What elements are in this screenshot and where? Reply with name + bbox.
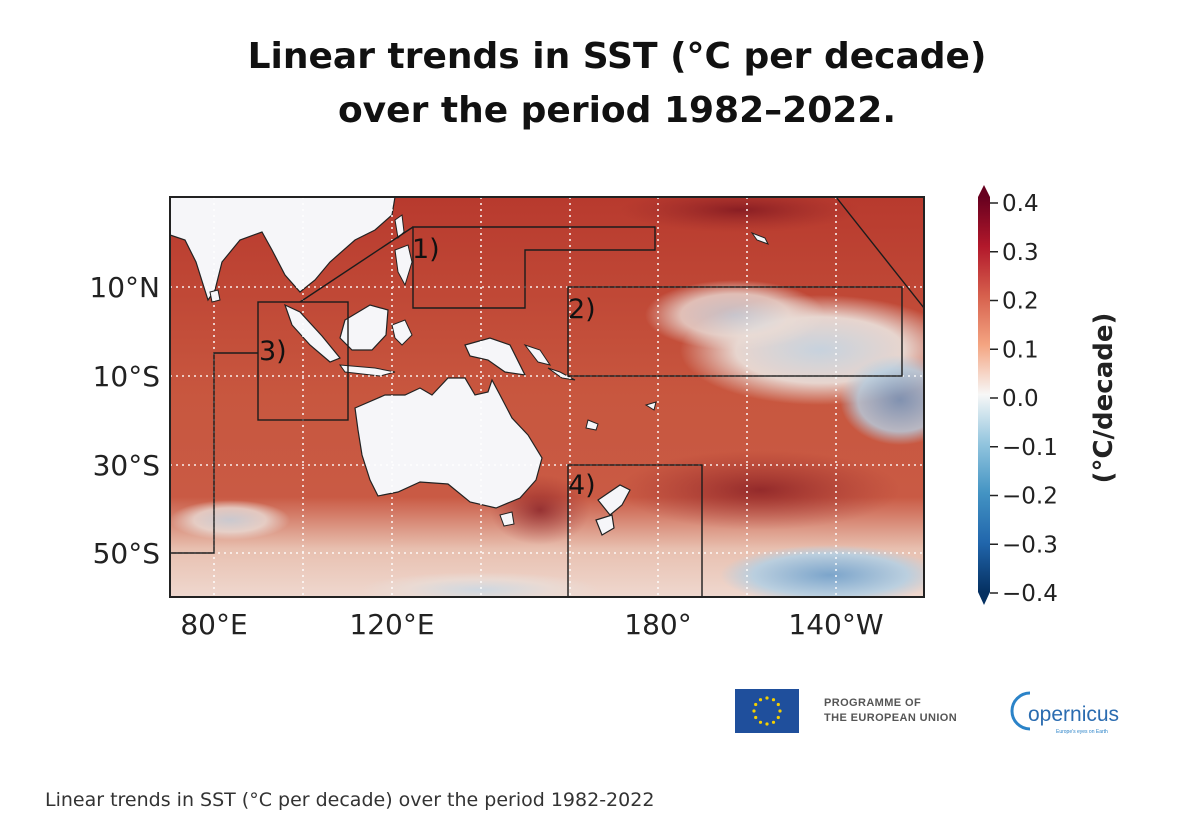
- colorbar-label: (°C/decade): [1089, 313, 1119, 484]
- eu-flag-icon: [735, 689, 799, 733]
- eu-text-line-1: PROGRAMME OF: [824, 697, 922, 709]
- region-2-diagonal: [835, 197, 924, 309]
- region-3-extension: [170, 352, 258, 554]
- eu-star: [758, 720, 763, 724]
- philippines: [394, 244, 413, 287]
- colorbar-tick-label: 0.4: [1002, 191, 1039, 217]
- copernicus-tagline: Europe's eyes on Earth: [1056, 729, 1108, 735]
- lat-label-30s: 30°S: [93, 449, 160, 482]
- eu-star: [771, 698, 776, 702]
- region-3-label: 3): [259, 336, 287, 367]
- region-2-label: 2): [568, 294, 596, 325]
- colorbar-tick-label: 0.0: [1002, 386, 1039, 412]
- cool-patch-southwest: [360, 572, 600, 597]
- region-1-connector: [299, 226, 414, 303]
- latitude-labels: 10°N 10°S 30°S 50°S: [89, 271, 160, 570]
- warm-patch-south-pacific: [620, 450, 900, 530]
- eu-star: [765, 722, 769, 726]
- colorbar-bottom-arrow: [978, 592, 990, 605]
- colorbar-tick-label: 0.1: [1002, 337, 1039, 363]
- borneo: [339, 304, 389, 351]
- figure-title-line-1: Linear trends in SST (°C per decade): [247, 36, 987, 77]
- cool-patch-south: [720, 545, 924, 597]
- lon-label-80e: 80°E: [180, 608, 247, 641]
- asia-landmass: [170, 197, 396, 302]
- eu-star: [754, 715, 758, 720]
- eu-star: [771, 720, 776, 724]
- colorbar-top-arrow: [978, 185, 990, 197]
- colorbar-tick-label: −0.3: [1002, 532, 1058, 558]
- sulawesi: [391, 319, 413, 346]
- lon-label-140w: 140°W: [788, 608, 883, 641]
- region-2-box: [567, 286, 903, 377]
- java: [338, 364, 396, 377]
- colorbar-ticks: 0.4 0.3 0.2 0.1 0.0 −0.1 −0.2 −0.3 −0.4: [990, 191, 1058, 607]
- sst-field: [170, 197, 924, 597]
- pacific-islands: [523, 231, 770, 431]
- copernicus-logo-icon: opernicus Europe's eyes on Earth: [1010, 691, 1119, 735]
- copernicus-logo: opernicus Europe's eyes on Earth: [1004, 687, 1134, 737]
- region-4-box: [567, 464, 703, 597]
- colorbar-tick-label: −0.2: [1002, 484, 1058, 510]
- region-1-label: 1): [412, 234, 440, 265]
- region-boxes: [170, 197, 924, 597]
- lat-label-10n: 10°N: [89, 271, 160, 304]
- australia-landmass: [354, 377, 543, 509]
- eu-star: [758, 698, 763, 702]
- region-labels: 1) 2) 3) 4): [259, 234, 596, 501]
- region-4-label: 4): [568, 470, 596, 501]
- sumatra: [283, 303, 341, 363]
- region-3-box: [257, 301, 349, 421]
- figure-caption: Linear trends in SST (°C per decade) ove…: [45, 789, 655, 811]
- new-guinea: [464, 337, 527, 376]
- lon-label-180: 180°: [624, 608, 691, 641]
- eu-star: [778, 709, 782, 713]
- lon-label-120e: 120°E: [349, 608, 434, 641]
- map-frame: [169, 196, 925, 598]
- colorbar-gradient: [978, 197, 990, 592]
- colorbar-tick-label: 0.3: [1002, 240, 1039, 266]
- cool-patch-east: [840, 355, 924, 445]
- colorbar-tick-label: −0.1: [1002, 435, 1058, 461]
- colorbar-tick-label: −0.4: [1002, 581, 1058, 607]
- eu-star: [754, 702, 758, 707]
- warm-patch-north: [620, 197, 860, 232]
- lat-label-50s: 50°S: [93, 537, 160, 570]
- eu-star: [765, 696, 769, 700]
- eu-star: [776, 715, 780, 720]
- lat-label-10s: 10°S: [93, 360, 160, 393]
- cool-patch-far-southwest: [170, 500, 290, 540]
- eu-text-line-2: THE EUROPEAN UNION: [824, 712, 958, 724]
- colorbar: 0.4 0.3 0.2 0.1 0.0 −0.1 −0.2 −0.3 −0.4 (°C/deca…: [978, 185, 1119, 607]
- eu-programme-text: PROGRAMME OF THE EUROPEAN UNION: [824, 696, 957, 726]
- copernicus-wordmark: opernicus: [1028, 703, 1119, 726]
- cool-tongue-west: [645, 280, 825, 350]
- sri-lanka: [209, 289, 221, 303]
- colorbar-tick-label: 0.2: [1002, 289, 1039, 315]
- eu-star: [752, 709, 756, 713]
- taiwan: [394, 214, 405, 240]
- figure-title-line-2: over the period 1982–2022.: [337, 90, 897, 131]
- new-zealand: [595, 484, 631, 536]
- eu-star: [776, 702, 780, 707]
- longitude-labels: 80°E 120°E 180° 140°W: [180, 608, 883, 641]
- tasmania: [499, 511, 515, 527]
- region-1-box: [412, 226, 656, 309]
